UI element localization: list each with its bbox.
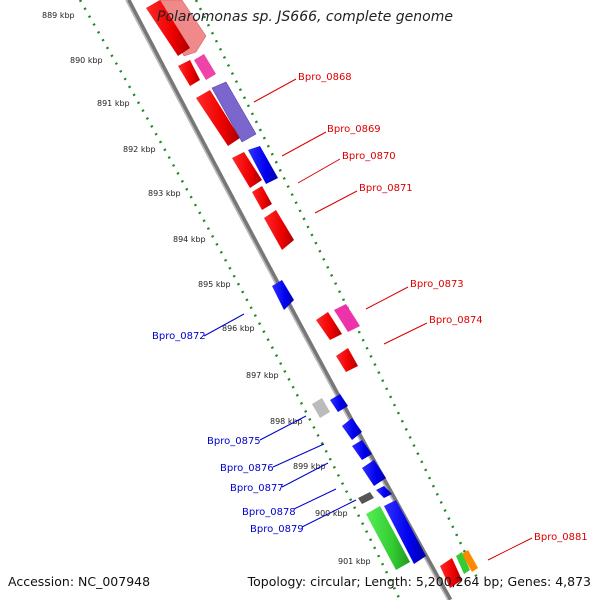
ruler-label: 900 kbp — [315, 509, 348, 518]
gene-feature[interactable] — [440, 558, 462, 588]
ruler-label: 891 kbp — [97, 99, 130, 108]
gene-label-forward[interactable]: Bpro_0869 — [327, 124, 381, 135]
gene-label-forward[interactable]: Bpro_0874 — [429, 315, 483, 326]
gene-label-forward[interactable]: Bpro_0868 — [298, 72, 352, 83]
forward-features — [146, 0, 478, 588]
gene-feature[interactable] — [232, 152, 262, 188]
outer-ruler-arc — [78, 0, 402, 600]
ruler-labels: 889 kbp 890 kbp 891 kbp 892 kbp 893 kbp … — [42, 11, 371, 566]
ruler-label: 894 kbp — [173, 235, 206, 244]
gene-feature[interactable] — [316, 312, 342, 340]
gene-feature[interactable] — [146, 0, 190, 56]
gene-label-reverse[interactable]: Bpro_0878 — [242, 507, 296, 518]
gene-feature[interactable] — [312, 398, 330, 418]
ruler-label: 892 kbp — [123, 145, 156, 154]
gene-feature[interactable] — [252, 186, 272, 210]
gene-label-reverse[interactable]: Bpro_0872 — [152, 331, 206, 342]
gene-feature[interactable] — [196, 90, 240, 146]
reverse-features — [272, 280, 426, 570]
gene-feature[interactable] — [462, 550, 478, 572]
reverse-gene-labels: Bpro_0872 Bpro_0875 Bpro_0876 Bpro_0877 … — [152, 313, 357, 535]
forward-gene-labels: Bpro_0868 Bpro_0869 Bpro_0870 Bpro_0871 … — [253, 72, 588, 561]
gene-feature[interactable] — [334, 304, 360, 332]
gene-feature[interactable] — [330, 394, 348, 412]
gene-feature[interactable] — [362, 460, 386, 486]
gene-feature[interactable] — [264, 210, 294, 250]
gene-label-forward[interactable]: Bpro_0870 — [342, 151, 396, 162]
gene-feature[interactable] — [358, 492, 374, 504]
ruler-label: 898 kbp — [270, 417, 303, 426]
gene-label-reverse[interactable]: Bpro_0877 — [230, 483, 284, 494]
gene-feature[interactable] — [376, 486, 392, 498]
gene-feature[interactable] — [366, 506, 410, 570]
accession-text: Accession: NC_007948 — [8, 574, 151, 589]
ruler-label: 893 kbp — [148, 189, 181, 198]
gene-feature[interactable] — [178, 60, 200, 86]
gene-feature[interactable] — [194, 54, 216, 80]
genome-title: Polaromonas sp. JS666, complete genome — [157, 9, 453, 25]
ruler-label: 901 kbp — [338, 557, 371, 566]
ruler-label: 896 kbp — [222, 324, 255, 333]
gene-label-forward[interactable]: Bpro_0873 — [410, 279, 464, 290]
ruler-label: 895 kbp — [198, 280, 231, 289]
ruler-label: 890 kbp — [70, 56, 103, 65]
ruler-label: 897 kbp — [246, 371, 279, 380]
topology-text: Topology: circular; Length: 5,200,264 bp… — [247, 574, 591, 589]
gene-label-forward[interactable]: Bpro_0871 — [359, 183, 413, 194]
gene-feature[interactable] — [248, 146, 278, 184]
gene-feature[interactable] — [336, 348, 358, 372]
gene-label-reverse[interactable]: Bpro_0879 — [250, 524, 304, 535]
ruler-label: 899 kbp — [293, 462, 326, 471]
gene-feature[interactable] — [384, 500, 426, 564]
gene-feature[interactable] — [272, 280, 294, 310]
ruler-label: 889 kbp — [42, 11, 75, 20]
gene-label-reverse[interactable]: Bpro_0875 — [207, 436, 261, 447]
gene-label-reverse[interactable]: Bpro_0876 — [220, 463, 274, 474]
gene-feature[interactable] — [352, 440, 372, 460]
gene-feature[interactable] — [342, 418, 362, 440]
gene-label-forward[interactable]: Bpro_0881 — [534, 532, 588, 543]
gene-feature[interactable] — [211, 81, 257, 143]
gene-feature[interactable] — [456, 552, 470, 574]
